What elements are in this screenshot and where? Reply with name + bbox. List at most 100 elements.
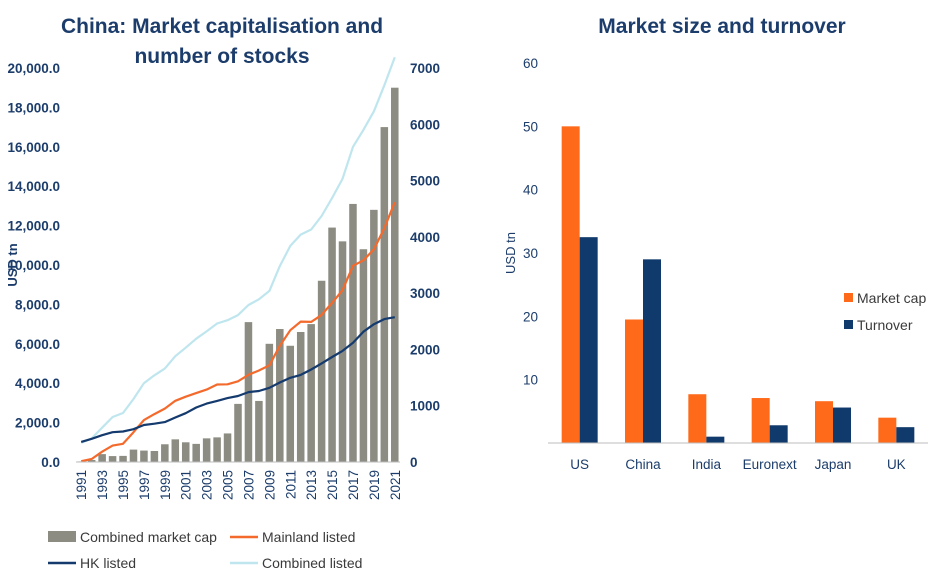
right-y-tick-label: 30 [523, 246, 538, 261]
right-y-tick-label: 10 [523, 373, 538, 388]
combined-market-cap-bar [87, 460, 96, 462]
right-bars [561, 126, 915, 443]
market-cap-bar [751, 398, 770, 443]
left-y2-tick-label: 7000 [410, 61, 440, 76]
left-x-tick-label: 2021 [388, 470, 403, 500]
legend-combined-market-cap-swatch [48, 531, 76, 542]
right-x-tick-label: China [625, 457, 661, 472]
combined-market-cap-bar [202, 438, 211, 462]
right-x-tick-label: US [570, 457, 589, 472]
combined-market-cap-bar [108, 456, 117, 462]
left-y-tick-label: 18,000.0 [7, 100, 60, 115]
combined-market-cap-bar [223, 433, 232, 462]
right-x-tick-label: Euronext [743, 457, 797, 472]
right-y-axis-ticks: 10 20 30 40 50 60 [523, 56, 538, 388]
left-x-tick-label: 2019 [367, 470, 382, 500]
left-x-tick-label: 1991 [74, 470, 89, 500]
right-y-tick-label: 60 [523, 56, 538, 71]
left-chart: China: Market capitalisation and number … [5, 15, 440, 571]
right-y-tick-label: 50 [523, 119, 538, 134]
left-legend: Combined market cap Mainland listed HK lis… [48, 529, 362, 571]
combined-market-cap-bar [370, 209, 378, 462]
left-y-tick-label: 14,000.0 [7, 179, 60, 194]
left-x-tick-label: 2013 [304, 470, 319, 500]
left-y2-tick-label: 6000 [410, 117, 440, 132]
legend-turnover-swatch [844, 320, 853, 329]
combined-market-cap-bar [161, 444, 169, 462]
left-x-tick-label: 2017 [346, 470, 361, 500]
left-x-tick-label: 2005 [221, 470, 236, 500]
combined-market-cap-bar [181, 442, 190, 462]
left-chart-title-line-1: China: Market capitalisation and [61, 15, 383, 38]
combined-market-cap-bar [359, 249, 368, 462]
combined-market-cap-bar [98, 454, 106, 462]
right-chart-y-axis-label: USD tn [503, 232, 518, 274]
combined-market-cap-bar [296, 331, 305, 462]
left-y2-tick-label: 3000 [410, 286, 440, 301]
left-x-tick-label: 2011 [283, 470, 298, 499]
left-y-axis-ticks: 0.0 2,000.0 4,000.0 6,000.0 8,000.0 10,000.0 1… [7, 61, 60, 470]
left-x-tick-label: 2001 [179, 470, 194, 500]
right-x-tick-label: UK [887, 457, 906, 472]
left-bars [77, 87, 399, 462]
left-lines [80, 56, 396, 463]
right-legend: Market cap Turnover [844, 290, 926, 333]
right-y-tick-label: 40 [523, 183, 538, 198]
left-y-tick-label: 12,000.0 [7, 219, 60, 234]
combined-market-cap-bar [317, 280, 326, 462]
combined-market-cap-bar [349, 203, 357, 462]
legend-turnover-label: Turnover [857, 317, 913, 333]
combined-market-cap-bar [380, 127, 389, 462]
turnover-bar [706, 436, 725, 443]
combined-market-cap-bar [276, 329, 284, 462]
left-x-tick-label: 1997 [137, 470, 152, 500]
legend-combined-listed-label: Combined listed [262, 555, 362, 571]
combined-market-cap-bar [255, 400, 263, 462]
left-y-tick-label: 4,000.0 [15, 376, 60, 391]
left-chart-title-line-2: number of stocks [134, 45, 309, 68]
turnover-bar [579, 237, 598, 443]
right-x-tick-label: India [692, 457, 722, 472]
market-cap-bar [815, 401, 833, 443]
right-chart-title: Market size and turnover [598, 15, 845, 38]
left-x-tick-label: 1995 [116, 470, 131, 500]
market-cap-bar [561, 126, 580, 443]
left-y-tick-label: 8,000.0 [15, 297, 60, 312]
combined-market-cap-bar [307, 324, 315, 462]
combined-market-cap-bar [286, 345, 295, 462]
combined-market-cap-bar [129, 449, 138, 462]
right-y-tick-label: 20 [523, 309, 538, 324]
left-x-tick-label: 2007 [241, 470, 256, 500]
market-cap-bar [688, 394, 707, 443]
combined-market-cap-bar [213, 437, 221, 462]
market-cap-bar [625, 319, 643, 443]
combined-listed-line [80, 56, 396, 444]
left-y-tick-label: 16,000.0 [7, 140, 60, 155]
left-chart-y-axis-label: USD tn [5, 243, 20, 286]
left-y-tick-label: 0.0 [41, 455, 60, 470]
left-y2-tick-label: 4000 [410, 230, 440, 245]
combined-market-cap-bar [171, 439, 180, 462]
left-x-tick-label: 2009 [262, 470, 277, 500]
left-x-tick-label: 1993 [95, 470, 110, 500]
combined-market-cap-bar [234, 403, 242, 462]
combined-market-cap-bar [192, 443, 200, 462]
combined-market-cap-bar [391, 87, 399, 462]
left-y-tick-label: 2,000.0 [15, 416, 60, 431]
turnover-bar [833, 407, 851, 443]
market-cap-bar [878, 417, 897, 443]
left-x-tick-label: 2015 [325, 470, 340, 500]
left-x-axis-ticks: 1991 1993 1995 1997 1999 2001 2003 2005 2007 2009… [74, 470, 403, 500]
left-y2-tick-label: 2000 [410, 342, 440, 357]
left-y-tick-label: 20,000.0 [7, 61, 60, 76]
combined-market-cap-bar [265, 343, 274, 462]
left-x-tick-label: 2003 [200, 470, 215, 500]
left-y2-tick-label: 1000 [410, 399, 440, 414]
combined-market-cap-bar [150, 450, 159, 462]
right-chart: Market size and turnover USD tn 10 20 30 40… [503, 15, 928, 472]
turnover-bar [896, 427, 915, 443]
right-x-tick-label: Japan [815, 457, 852, 472]
left-y2-tick-label: 0 [410, 455, 418, 470]
left-y-tick-label: 6,000.0 [15, 337, 60, 352]
